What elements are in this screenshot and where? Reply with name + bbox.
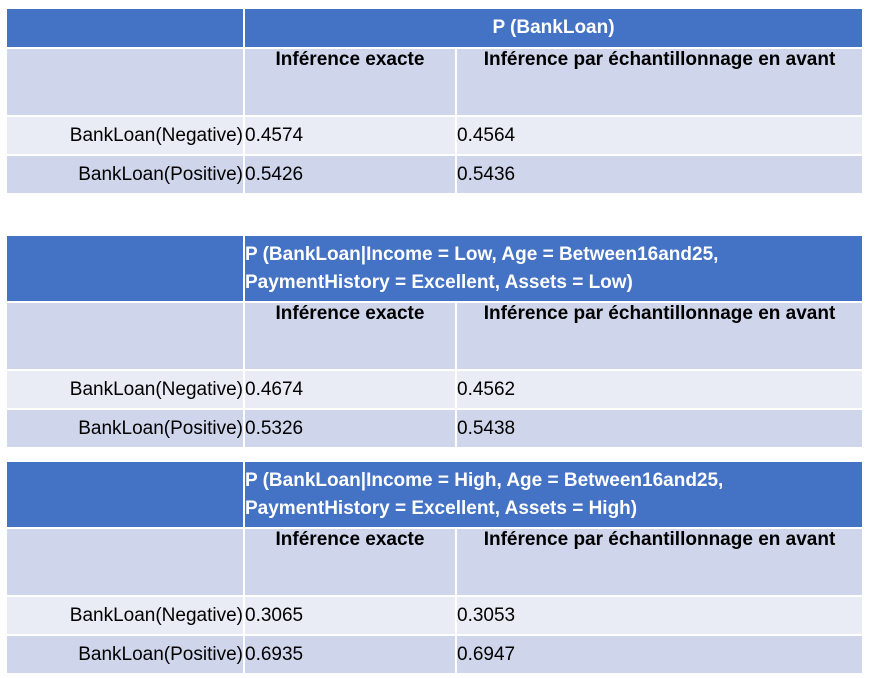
- row-label: BankLoan(Positive): [5, 634, 245, 675]
- row-label: BankLoan(Negative): [5, 369, 245, 410]
- exact-value: 0.5326: [243, 408, 457, 449]
- table-row: BankLoan(Negative) 0.4574 0.4564: [5, 115, 865, 156]
- row-label: BankLoan(Positive): [5, 408, 245, 449]
- table-title: P (BankLoan): [242, 7, 865, 49]
- table-row: BankLoan(Positive) 0.5426 0.5436: [5, 154, 865, 195]
- table-title: P (BankLoan|Income = High, Age = Between…: [243, 460, 864, 529]
- table-corner: [5, 460, 245, 529]
- sampling-value: 0.6947: [455, 634, 864, 675]
- table-corner: [5, 7, 245, 49]
- header-blank-cell: [5, 47, 245, 117]
- column-header-sampling: Inférence par échantillonnage en avant: [454, 47, 865, 117]
- exact-value: 0.3065: [243, 595, 457, 636]
- table-corner: [5, 234, 245, 303]
- sampling-value: 0.5438: [454, 408, 865, 449]
- sampling-value: 0.4562: [454, 369, 865, 410]
- exact-value: 0.5426: [243, 154, 457, 195]
- table-title-line-1: P (BankLoan|Income = Low, Age = Between1…: [245, 243, 719, 265]
- exact-value: 0.6935: [243, 634, 457, 675]
- column-header-exact: Inférence exacte: [243, 527, 457, 597]
- column-header-sampling: Inférence par échantillonnage en avant: [454, 301, 865, 371]
- probability-table-1: P (BankLoan) Inférence exacte Inférence …: [5, 7, 865, 195]
- table-title-line-2: PaymentHistory = Excellent, Assets = Low…: [245, 271, 633, 293]
- column-header-sampling: Inférence par échantillonnage en avant: [455, 527, 864, 597]
- table-row: BankLoan(Negative) 0.4674 0.4562: [5, 369, 865, 410]
- probability-table-3: P (BankLoan|Income = High, Age = Between…: [5, 460, 864, 675]
- table-row: BankLoan(Positive) 0.6935 0.6947: [5, 634, 864, 675]
- exact-value: 0.4574: [243, 115, 457, 156]
- row-label: BankLoan(Negative): [5, 115, 245, 156]
- row-label: BankLoan(Positive): [5, 154, 245, 195]
- table-row: BankLoan(Negative) 0.3065 0.3053: [5, 595, 864, 636]
- header-blank-cell: [5, 527, 245, 597]
- probability-table-2: P (BankLoan|Income = Low, Age = Between1…: [5, 234, 865, 449]
- column-header-exact: Inférence exacte: [243, 301, 457, 371]
- table-title: P (BankLoan|Income = Low, Age = Between1…: [242, 234, 865, 303]
- sampling-value: 0.4564: [454, 115, 865, 156]
- sampling-value: 0.5436: [454, 154, 865, 195]
- table-title-line-2: PaymentHistory = Excellent, Assets = Hig…: [245, 497, 638, 519]
- column-header-exact: Inférence exacte: [243, 47, 457, 117]
- header-blank-cell: [5, 301, 245, 371]
- table-title-line-1: P (BankLoan|Income = High, Age = Between…: [245, 469, 724, 491]
- exact-value: 0.4674: [243, 369, 457, 410]
- table-row: BankLoan(Positive) 0.5326 0.5438: [5, 408, 865, 449]
- row-label: BankLoan(Negative): [5, 595, 245, 636]
- sampling-value: 0.3053: [455, 595, 864, 636]
